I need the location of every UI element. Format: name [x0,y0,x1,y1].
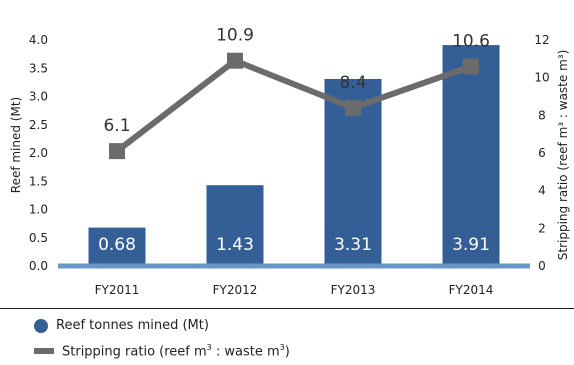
y2-tick-label: 8 [538,108,546,122]
y2-tick-label: 6 [538,146,546,160]
y-tick-label: 1.0 [29,203,48,217]
x-tick-label: FY2013 [331,283,376,297]
y2-tick-label: 12 [534,33,549,47]
line-value-label: 6.1 [103,116,130,136]
legend-item-bars: Reef tonnes mined (Mt) [34,318,209,333]
x-tick-label: FY2011 [95,283,140,297]
x-tick-label: FY2012 [213,283,258,297]
y-tick-label: 3.5 [29,61,48,75]
line-series: 6.1 10.9 8.4 10.6 [103,26,490,160]
legend-item-line: Stripping ratio (reef m3 : waste m3) [34,343,290,359]
line-value-label: 10.6 [452,31,490,51]
legend-bar-swatch [34,318,48,333]
legend-bar-label: Reef tonnes mined (Mt) [56,318,209,333]
line-point [227,52,243,69]
line-point [109,143,125,160]
y2-tick-label: 0 [538,259,546,273]
y-tick-label: 2.0 [29,146,48,160]
line-value-label: 10.9 [216,26,254,46]
legend-separator [0,308,574,309]
bar-value-label: 3.31 [334,235,372,255]
y-tick-label: 1.5 [29,174,48,188]
y-tick-label: 4.0 [29,33,48,47]
bar-value-label: 0.68 [98,235,136,255]
left-axis-ticks: 0.0 0.5 1.0 1.5 2.0 2.5 3.0 3.5 4.0 [29,33,48,273]
legend-line-label: Stripping ratio (reef m3 : waste m3) [62,343,290,360]
bar [206,185,264,266]
y-tick-label: 3.0 [29,90,48,104]
y-tick-label: 2.5 [29,118,48,132]
y2-tick-label: 10 [534,71,549,85]
series-line [115,57,472,154]
bar [88,227,146,266]
y-axis-label: Reef mined (Mt) [9,97,23,193]
y-tick-label: 0.5 [29,231,48,245]
line-point [345,99,361,116]
x-tick-label: FY2014 [449,283,494,297]
bar [442,45,500,267]
x-axis-ticks: FY2011 FY2012 FY2013 FY2014 [95,283,494,297]
y2-tick-label: 4 [538,184,546,198]
combo-chart: 0.0 0.5 1.0 1.5 2.0 2.5 3.0 3.5 4.0 0 2 4 6 8 10 12 0.… [9,26,570,297]
legend-line-swatch [34,348,54,355]
bar-value-label: 1.43 [216,235,254,255]
y2-tick-label: 2 [538,221,546,235]
right-axis-ticks: 0 2 4 6 8 10 12 [534,33,549,273]
bar-series: 0.68 1.43 3.31 3.91 [88,45,500,267]
bar-value-label: 3.91 [452,235,490,255]
y-tick-label: 0.0 [29,259,48,273]
line-point [463,58,479,75]
y2-axis-label: Stripping ratio (reef m³ : waste m³) [556,50,570,261]
line-value-label: 8.4 [339,73,366,93]
